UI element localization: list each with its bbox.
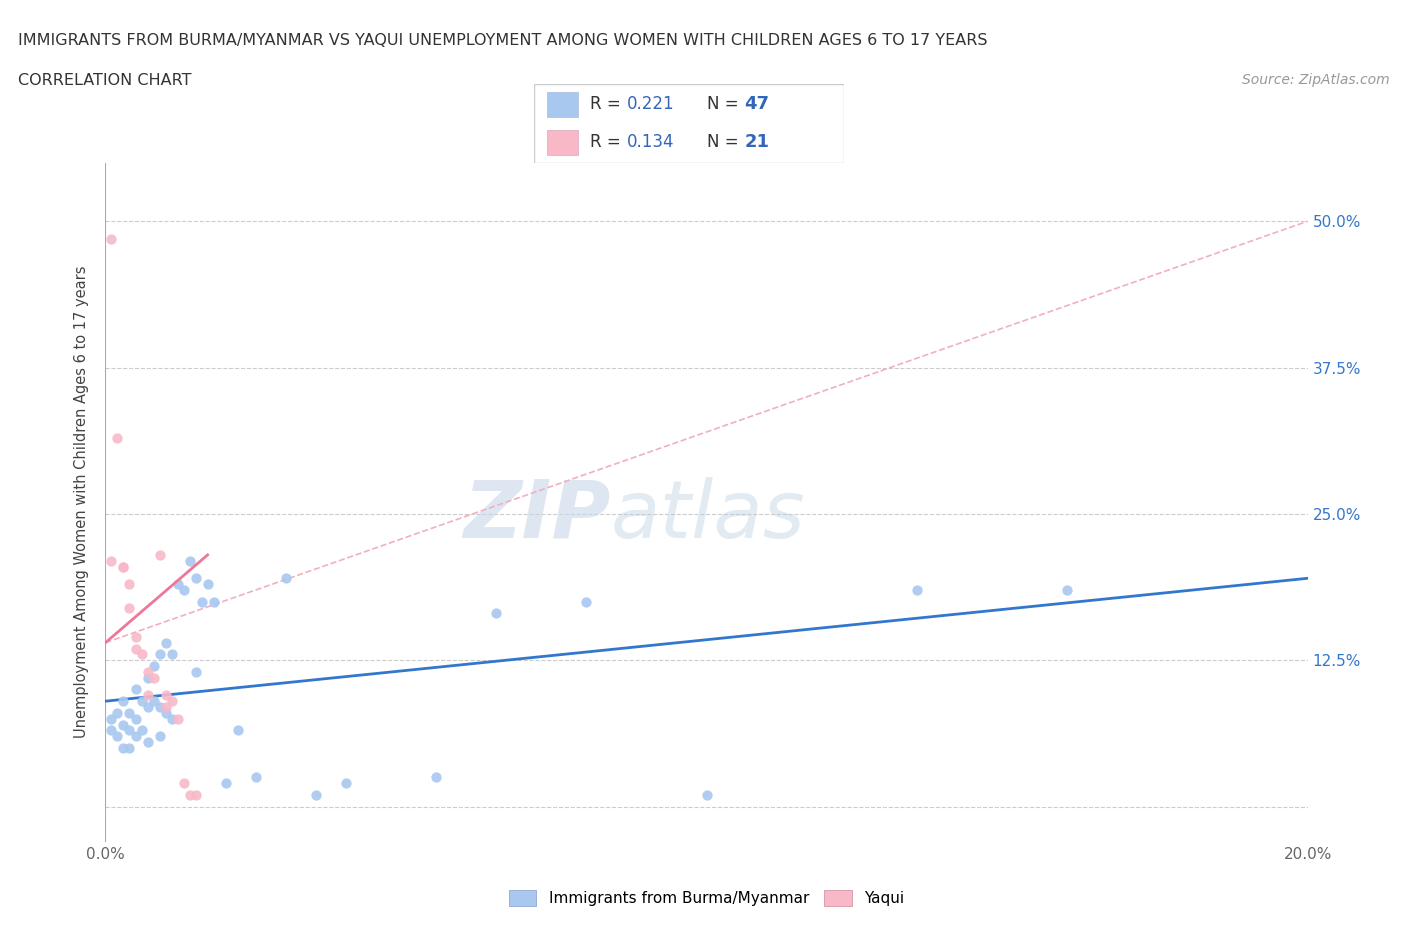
Point — [118, 723, 141, 737]
Point — [124, 630, 146, 644]
Text: 0.221: 0.221 — [627, 95, 675, 113]
Point — [173, 582, 195, 597]
Point — [226, 723, 249, 737]
Point — [155, 699, 177, 714]
Point — [148, 548, 170, 563]
Point — [124, 729, 146, 744]
Text: Source: ZipAtlas.com: Source: ZipAtlas.com — [1241, 73, 1389, 86]
Text: R =: R = — [591, 95, 626, 113]
Point — [274, 571, 297, 586]
Point — [142, 671, 165, 685]
Point — [100, 232, 122, 246]
Point — [155, 706, 177, 721]
Text: ZIP: ZIP — [463, 477, 610, 555]
Point — [155, 635, 177, 650]
Text: N =: N = — [707, 95, 744, 113]
Point — [173, 776, 195, 790]
Text: IMMIGRANTS FROM BURMA/MYANMAR VS YAQUI UNEMPLOYMENT AMONG WOMEN WITH CHILDREN AG: IMMIGRANTS FROM BURMA/MYANMAR VS YAQUI U… — [18, 33, 988, 47]
Point — [155, 688, 177, 703]
Point — [202, 594, 225, 609]
Y-axis label: Unemployment Among Women with Children Ages 6 to 17 years: Unemployment Among Women with Children A… — [75, 266, 90, 738]
Point — [136, 688, 159, 703]
Point — [485, 606, 508, 621]
Text: 0.134: 0.134 — [627, 133, 675, 152]
Point — [245, 770, 267, 785]
Point — [136, 665, 159, 680]
Point — [112, 740, 135, 755]
Point — [107, 729, 129, 744]
Text: CORRELATION CHART: CORRELATION CHART — [18, 73, 191, 87]
Point — [1056, 582, 1078, 597]
Point — [131, 694, 153, 709]
Point — [112, 694, 135, 709]
Point — [100, 553, 122, 568]
Point — [148, 647, 170, 662]
Point — [160, 647, 183, 662]
FancyBboxPatch shape — [534, 84, 844, 163]
Point — [575, 594, 598, 609]
Point — [124, 711, 146, 726]
Point — [136, 699, 159, 714]
Point — [112, 717, 135, 732]
Point — [179, 788, 201, 803]
Point — [179, 553, 201, 568]
Point — [197, 577, 219, 591]
Point — [124, 682, 146, 697]
Point — [100, 711, 122, 726]
Point — [184, 571, 207, 586]
Point — [148, 729, 170, 744]
Point — [118, 706, 141, 721]
Point — [148, 699, 170, 714]
Bar — [547, 129, 578, 155]
Point — [190, 594, 212, 609]
Point — [166, 577, 188, 591]
Point — [131, 647, 153, 662]
Text: atlas: atlas — [610, 477, 806, 555]
Point — [118, 577, 141, 591]
Point — [214, 776, 236, 790]
Point — [118, 740, 141, 755]
Point — [118, 600, 141, 615]
Point — [184, 788, 207, 803]
Point — [112, 559, 135, 574]
Point — [160, 694, 183, 709]
Text: 21: 21 — [745, 133, 769, 152]
Point — [107, 431, 129, 445]
Point — [696, 788, 718, 803]
Point — [335, 776, 357, 790]
Point — [160, 711, 183, 726]
Legend: Immigrants from Burma/Myanmar, Yaqui: Immigrants from Burma/Myanmar, Yaqui — [503, 884, 910, 912]
Point — [136, 735, 159, 750]
Point — [136, 671, 159, 685]
Point — [124, 641, 146, 656]
Point — [184, 665, 207, 680]
Point — [107, 706, 129, 721]
Text: R =: R = — [591, 133, 626, 152]
Point — [166, 711, 188, 726]
Point — [425, 770, 447, 785]
Point — [142, 694, 165, 709]
Point — [905, 582, 928, 597]
Point — [305, 788, 328, 803]
Point — [100, 723, 122, 737]
Text: N =: N = — [707, 133, 744, 152]
Text: 47: 47 — [745, 95, 769, 113]
Point — [112, 559, 135, 574]
Bar — [547, 92, 578, 117]
Point — [131, 723, 153, 737]
Point — [142, 658, 165, 673]
